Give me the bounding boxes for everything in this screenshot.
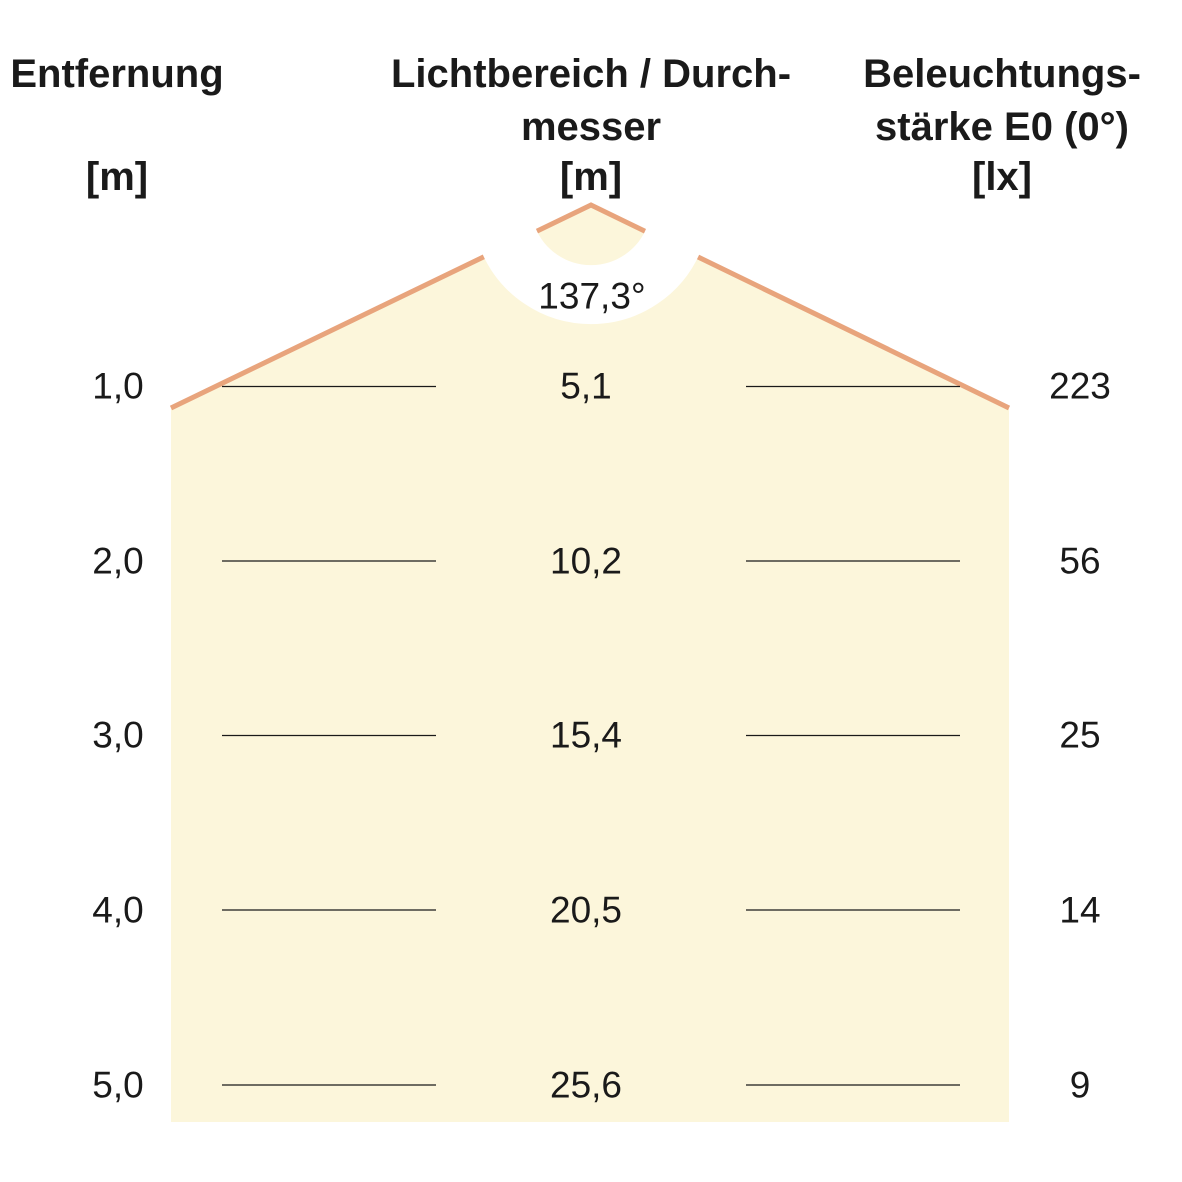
- row-1-diameter: 5,1: [560, 365, 612, 407]
- row-5-illuminance: 9: [1069, 1064, 1091, 1106]
- col-distance-title: Entfernung: [10, 52, 224, 96]
- row-4-illuminance: 14: [1059, 889, 1101, 931]
- row-3-distance: 3,0: [92, 714, 144, 756]
- row-1-distance: 1,0: [92, 365, 144, 407]
- beam-angle-gap-arc: [480, 226, 702, 325]
- row-2-distance: 2,0: [92, 540, 144, 582]
- row-3-illuminance: 25: [1059, 714, 1101, 756]
- col-diameter-title-line1: Lichtbereich / Durch-: [390, 52, 792, 96]
- col-distance-unit: [m]: [85, 155, 149, 199]
- col-illuminance-title-line1: Beleuchtungs-: [863, 52, 1141, 96]
- col-diameter-unit: [m]: [559, 155, 623, 199]
- cone-edge-lines: [169, 202, 1011, 411]
- row-3-diameter: 15,4: [549, 714, 623, 756]
- row-1-illuminance: 223: [1049, 365, 1111, 407]
- col-illuminance-unit: [lx]: [972, 155, 1032, 199]
- cone-fill-shape: [171, 205, 1009, 1122]
- col-illuminance-title-line2: stärke E0 (0°): [875, 105, 1129, 149]
- col-diameter-title-line2: messer: [520, 105, 662, 149]
- row-5-distance: 5,0: [92, 1064, 144, 1106]
- row-2-diameter: 10,2: [549, 540, 623, 582]
- row-4-diameter: 20,5: [549, 889, 623, 931]
- row-4-distance: 4,0: [92, 889, 144, 931]
- row-5-diameter: 25,6: [549, 1064, 623, 1106]
- row-2-illuminance: 56: [1059, 540, 1101, 582]
- beam-angle-label: 137,3°: [538, 275, 646, 317]
